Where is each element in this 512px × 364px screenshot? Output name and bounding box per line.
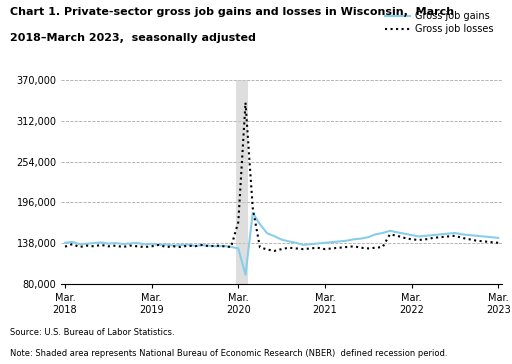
- Text: Chart 1. Private-sector gross job gains and losses in Wisconsin,  March: Chart 1. Private-sector gross job gains …: [10, 7, 454, 17]
- Text: Note: Shaded area represents National Bureau of Economic Research (NBER)  define: Note: Shaded area represents National Bu…: [10, 349, 447, 359]
- Bar: [236, 80, 248, 284]
- Legend: Gross job gains, Gross job losses: Gross job gains, Gross job losses: [381, 8, 497, 38]
- Text: Source: U.S. Bureau of Labor Statistics.: Source: U.S. Bureau of Labor Statistics.: [10, 328, 175, 337]
- Text: 2018–March 2023,  seasonally adjusted: 2018–March 2023, seasonally adjusted: [10, 33, 256, 43]
